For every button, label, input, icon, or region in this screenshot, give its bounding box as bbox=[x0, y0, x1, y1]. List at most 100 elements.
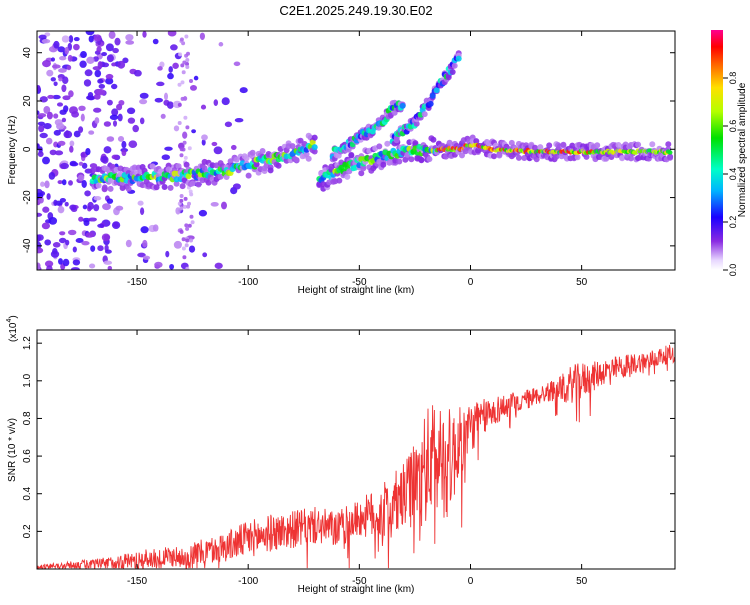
spectrogram-xtick-label: -50 bbox=[352, 277, 367, 288]
spectrogram-cell bbox=[114, 37, 121, 46]
spectrogram-cell bbox=[189, 214, 194, 219]
spectrogram-cell bbox=[117, 60, 126, 69]
spectrogram-cell bbox=[615, 142, 622, 148]
spectrogram-ytick-label: 0 bbox=[22, 146, 33, 152]
spectrogram-cell bbox=[249, 149, 256, 156]
spectrogram-cell bbox=[50, 250, 60, 258]
spectrogram-cell bbox=[360, 165, 367, 172]
spectrogram-cell bbox=[67, 54, 73, 62]
spectrogram-cell bbox=[94, 117, 100, 124]
spectrogram-cell bbox=[83, 220, 90, 226]
spectrogram-cell bbox=[193, 75, 199, 81]
colorbar-gradient bbox=[711, 30, 723, 270]
spectrogram-cell bbox=[179, 153, 184, 158]
spectrogram-cell bbox=[100, 156, 108, 163]
spectrogram-cell bbox=[102, 203, 111, 211]
spectrogram-cell bbox=[275, 162, 282, 169]
spectrogram-cell bbox=[189, 79, 193, 83]
spectrogram-cell bbox=[189, 85, 198, 91]
spectrogram-cell bbox=[37, 247, 44, 254]
colorbar: 0.0 0.2 0.4 0.6 0.8 Normalized spectral ampl… bbox=[711, 30, 748, 276]
spectrogram-cell bbox=[184, 223, 189, 228]
spectrogram-cell bbox=[173, 125, 180, 132]
spectrogram-cell bbox=[37, 113, 47, 118]
spectrogram-xtick-label: -150 bbox=[127, 277, 147, 288]
spectrogram-cell bbox=[39, 132, 48, 139]
spectrogram-cell bbox=[96, 88, 106, 96]
spectrogram-cell bbox=[80, 51, 87, 58]
spectrogram-cell bbox=[186, 51, 190, 56]
spectrogram-cell bbox=[93, 196, 102, 201]
spectrogram-cell bbox=[213, 99, 219, 106]
spectrogram-cell bbox=[111, 154, 119, 160]
spectrogram-cell bbox=[384, 140, 391, 147]
spectrogram-cell bbox=[667, 150, 673, 155]
spectrogram-cell bbox=[107, 265, 113, 270]
spectrogram-cell bbox=[88, 263, 96, 269]
spectrogram-cell bbox=[665, 141, 672, 148]
spectrogram-cell bbox=[179, 183, 186, 190]
spectrogram-cell bbox=[234, 118, 244, 123]
spectrogram-cell bbox=[177, 102, 182, 107]
spectrogram-cell bbox=[253, 161, 260, 168]
spectrogram-cell bbox=[635, 141, 642, 148]
spectrogram-cell bbox=[139, 117, 145, 125]
spectrogram-cell bbox=[164, 146, 173, 151]
spectrogram-cell bbox=[186, 204, 191, 209]
spectrogram-cell bbox=[667, 154, 674, 161]
spectrogram-cell bbox=[87, 95, 96, 101]
spectrogram-cell bbox=[303, 151, 310, 158]
spectrogram-cell bbox=[38, 34, 47, 40]
spectrogram-cell bbox=[189, 180, 196, 187]
spectrogram-cell bbox=[42, 206, 50, 213]
spectrogram-cell bbox=[156, 81, 165, 87]
spectrogram-cell bbox=[182, 255, 187, 260]
spectrogram-cell bbox=[98, 83, 106, 89]
spectrogram-xlabel: Height of straight line (km) bbox=[298, 285, 415, 296]
snr-ytick-label: 0.2 bbox=[22, 524, 33, 538]
spectrogram-cell bbox=[179, 147, 184, 152]
spectrogram-cell bbox=[532, 144, 538, 151]
spectrogram-cell bbox=[189, 238, 193, 243]
spectrogram-cell bbox=[68, 35, 74, 43]
spectrogram-cell bbox=[106, 99, 113, 106]
spectrogram-cell bbox=[139, 92, 149, 99]
spectrogram-cell bbox=[167, 72, 174, 80]
spectrogram-cell bbox=[201, 134, 208, 141]
spectrogram-cell bbox=[73, 130, 81, 138]
spectrogram-cell bbox=[85, 232, 94, 238]
spectrogram-cell bbox=[103, 121, 112, 127]
spectrogram-cell bbox=[112, 120, 118, 127]
spectrogram-cell bbox=[139, 207, 145, 216]
spectrogram-cell bbox=[93, 93, 101, 100]
spectrogram-cell bbox=[65, 239, 70, 246]
spectrogram-cell bbox=[177, 121, 182, 125]
spectrogram-cell bbox=[154, 261, 163, 268]
snr-background bbox=[37, 330, 675, 569]
spectrogram-cells bbox=[37, 31, 674, 270]
spectrogram-cell bbox=[53, 81, 58, 87]
spectrogram-cell bbox=[116, 103, 123, 111]
spectrogram-cell bbox=[106, 198, 114, 204]
snr-panel: -150 -100 -50 0 50 0.2 0.4 0.6 0.8 1.0 1.2 Height … bbox=[6, 315, 676, 595]
spectrogram-cell bbox=[68, 90, 74, 98]
spectrogram-cell bbox=[50, 57, 56, 62]
spectrogram-cell bbox=[37, 151, 44, 158]
spectrogram-cell bbox=[46, 193, 51, 200]
snr-frame bbox=[36, 329, 676, 570]
spectrogram-cell bbox=[380, 161, 387, 168]
spectrogram-cell bbox=[161, 184, 168, 190]
spectrogram-cell bbox=[181, 246, 186, 251]
spectrogram-cell bbox=[81, 240, 90, 246]
snr-xlabel: Height of straight line (km) bbox=[298, 584, 415, 595]
spectrogram-cell bbox=[64, 201, 69, 207]
spectrogram-cell bbox=[107, 185, 114, 192]
snr-series bbox=[37, 344, 675, 569]
spectrogram-cell bbox=[537, 144, 544, 151]
spectrogram-cell bbox=[533, 156, 540, 163]
spectrogram-cell bbox=[165, 166, 172, 173]
spectrogram-cell bbox=[139, 98, 148, 105]
spectrogram-cell bbox=[37, 110, 40, 115]
spectrogram-cell bbox=[132, 124, 139, 133]
snr-xtick-label: -50 bbox=[352, 576, 367, 587]
